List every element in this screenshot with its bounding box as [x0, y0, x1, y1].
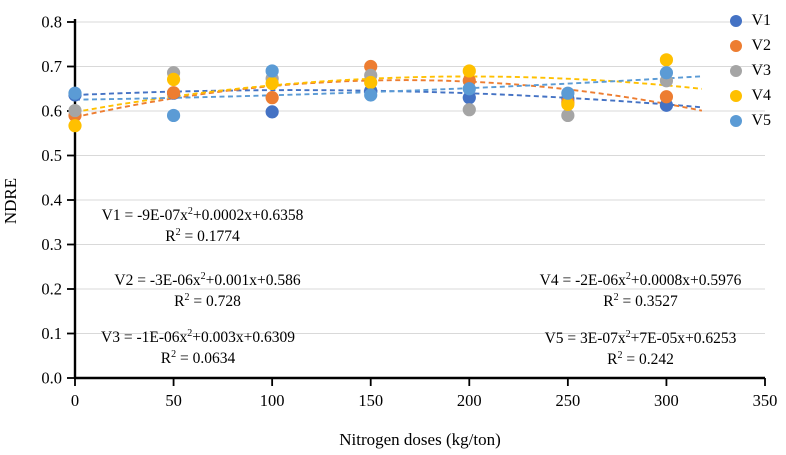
x-tick-label: 100	[260, 391, 285, 410]
data-point-V5	[68, 86, 82, 100]
data-point-V5	[364, 88, 378, 102]
y-tick-label: 0.4	[41, 191, 62, 210]
equation-v1-formula: V1 = -9E-07x2+0.0002x+0.6358	[101, 205, 304, 224]
data-point-V3	[561, 108, 575, 123]
equation-v2-r2: R2 = 0.728	[174, 291, 241, 310]
legend-item-v5: V5	[730, 111, 771, 130]
data-point-V5	[265, 64, 279, 78]
equation-v5: V5 = 3E-07x2+7E-05x+0.6253 R2 = 0.242	[503, 328, 778, 370]
data-point-V3	[68, 103, 82, 118]
data-point-V4	[265, 76, 279, 91]
data-point-V4	[462, 64, 476, 78]
y-tick-label: 0.1	[41, 324, 62, 343]
legend-marker-v4	[730, 89, 743, 102]
x-tick-label: 350	[753, 391, 778, 410]
trendline-V5	[74, 75, 702, 101]
data-point-V5	[659, 66, 674, 80]
legend-label-v1: V1	[751, 11, 771, 29]
x-tick-label: 200	[457, 391, 482, 410]
x-tick-label: 0	[71, 391, 79, 410]
legend-item-v4: V4	[730, 86, 771, 105]
legend-label-v2: V2	[751, 36, 771, 54]
data-point-V5	[166, 108, 181, 123]
legend-marker-v2	[730, 39, 743, 52]
equation-v5-r2: R2 = 0.242	[607, 349, 674, 368]
data-point-V2	[265, 91, 279, 105]
equation-v4-formula: V4 = -2E-06x2+0.0008x+0.5976	[539, 270, 742, 289]
equation-v1-r2: R2 = 0.1774	[165, 226, 240, 245]
legend-marker-v3	[730, 64, 743, 77]
legend-label-v5: V5	[751, 111, 771, 129]
y-tick-label: 0.5	[41, 146, 62, 165]
legend-item-v2: V2	[730, 36, 771, 55]
equation-v3-formula: V3 = -1E-06x2+0.003x+0.6309	[101, 327, 295, 346]
legend-marker-v5	[730, 114, 743, 127]
data-point-V4	[561, 97, 575, 111]
equation-v4: V4 = -2E-06x2+0.0008x+0.5976 R2 = 0.3527	[498, 270, 783, 312]
y-tick-label: 0.8	[41, 13, 62, 32]
data-point-V4	[659, 53, 674, 67]
y-tick-label: 0.0	[41, 369, 62, 388]
equation-v3: V3 = -1E-06x2+0.003x+0.6309 R2 = 0.0634	[78, 327, 318, 369]
y-tick-label: 0.6	[41, 102, 62, 121]
legend: V1 V2 V3 V4 V5	[730, 11, 771, 130]
y-tick-label: 0.3	[41, 235, 62, 254]
legend-item-v1: V1	[730, 11, 771, 30]
y-tick-label: 0.2	[41, 280, 62, 299]
data-point-V1	[265, 105, 279, 119]
x-axis-title: Nitrogen doses (kg/ton)	[339, 430, 501, 449]
x-tick-label: 150	[358, 391, 383, 410]
data-point-V3	[462, 103, 476, 117]
y-tick-label: 0.7	[41, 57, 62, 76]
data-point-V4	[166, 72, 181, 87]
equation-v5-formula: V5 = 3E-07x2+7E-05x+0.6253	[544, 328, 737, 347]
x-tick-label: 250	[555, 391, 580, 410]
equation-v3-r2: R2 = 0.0634	[160, 348, 236, 367]
y-axis-title: NDRE	[1, 177, 20, 225]
data-point-V4	[68, 119, 82, 133]
legend-marker-v1	[730, 14, 743, 27]
data-point-V2	[166, 86, 181, 100]
equation-v4-r2: R2 = 0.3527	[603, 291, 678, 310]
data-point-V5	[462, 82, 476, 96]
data-point-V5	[561, 86, 575, 100]
legend-label-v4: V4	[751, 86, 771, 104]
x-tick-label: 50	[165, 391, 182, 410]
legend-item-v3: V3	[730, 61, 771, 80]
equation-v2-formula: V2 = -3E-06x2+0.001x+0.586	[114, 270, 301, 289]
equation-v1: V1 = -9E-07x2+0.0002x+0.6358 R2 = 0.1774	[75, 205, 330, 247]
data-point-V4	[364, 75, 378, 90]
equation-v2: V2 = -3E-06x2+0.001x+0.586 R2 = 0.728	[85, 270, 330, 312]
legend-label-v3: V3	[751, 61, 771, 79]
data-point-V2	[659, 90, 674, 104]
x-tick-label: 300	[654, 391, 679, 410]
